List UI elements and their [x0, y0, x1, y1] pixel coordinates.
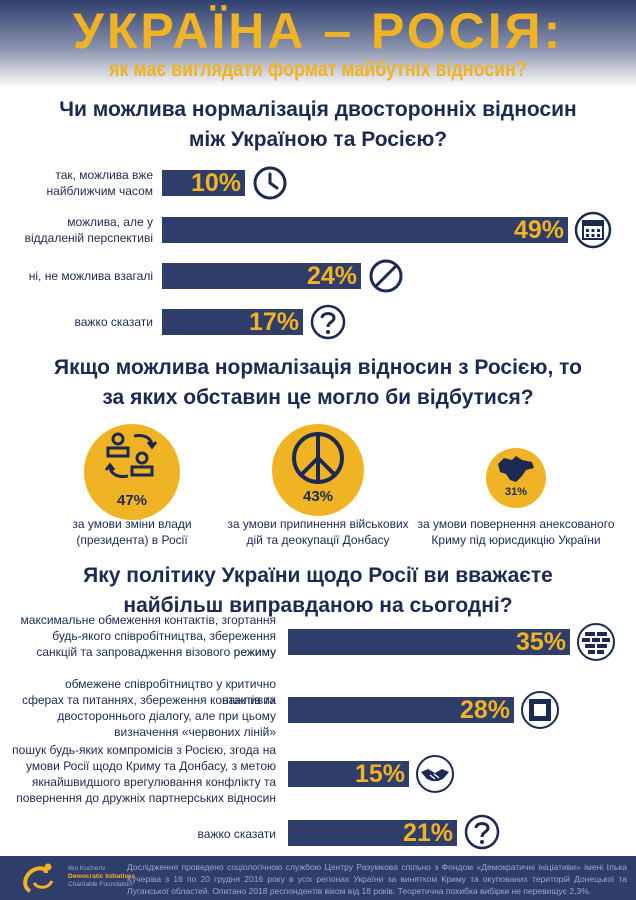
bar-q3-value: 15%: [354, 760, 405, 788]
q2-title-line2: за яких обставин це могло би відбутися?: [102, 386, 534, 409]
bar-q3-label: умови Росії щодо Криму та Донбасу, з мет…: [26, 759, 276, 773]
bar-q3-label: будь-якого співробітництва, збереження р…: [52, 629, 276, 659]
bar-q1: [162, 217, 568, 243]
bubble-q2-caption: за умови припинення військових: [227, 517, 409, 531]
footer-methodology-text: Дослідження проведено соціологічною служ…: [127, 862, 627, 896]
bubble-q2-caption: за умови зміни влади: [72, 517, 192, 531]
page-title: УКРАЇНА – РОСІЯ:: [72, 3, 564, 59]
q2-title-line1: Якщо можлива нормалізація відносин з Рос…: [54, 356, 582, 379]
header-band: [0, 0, 636, 88]
bar-q3-label: якнайшвидшого врегулювання конфлікту та: [31, 775, 276, 789]
bar-q3-label: максимальне обмеження контактів, згортан…: [20, 613, 276, 627]
bar-q1-label: найближчим часом: [46, 184, 153, 198]
bar-q1: [162, 170, 245, 196]
bubble-q2-caption: за умови повернення анексованого: [417, 517, 615, 531]
bubble-q2-caption: Криму під юрисдикцію України: [431, 533, 601, 547]
bar-q1-label: важко сказати: [74, 315, 154, 329]
wall-gap-icon: [520, 690, 560, 730]
q3-title-line1: Яку політику України щодо Росії ви вважа…: [83, 564, 553, 587]
bar-q3-label: визначення «червоних ліній»: [114, 725, 276, 739]
bar-q3: [288, 629, 570, 655]
logo-line3: Charitable Foundation: [68, 881, 132, 888]
bubble-q2-value: 31%: [504, 486, 528, 498]
bubble-q2-caption: дій та деокупації Донбасу: [246, 533, 390, 547]
bar-q3: [288, 697, 514, 723]
bubble-q2-caption: (президента) в Росії: [76, 533, 188, 547]
crimea-map-icon: [496, 454, 536, 486]
bar-q1: [162, 263, 361, 289]
bar-q1-label: так, можлива вже: [55, 168, 153, 182]
peace-icon: [290, 430, 346, 486]
brick-wall-icon: [576, 622, 616, 662]
bar-q1-value: 10%: [190, 169, 241, 197]
q3-title-line2: найбільш виправданою на сьогодні?: [123, 594, 513, 617]
logo-line2: Democratic Initiatives: [68, 873, 136, 880]
bar-q3-value: 21%: [402, 819, 453, 847]
question-icon: [309, 303, 347, 341]
footer-band: [0, 856, 636, 900]
bar-q3-label: сферах та питаннях, збереження контактів…: [21, 693, 276, 707]
page-subtitle: як має виглядати формат майбутніх віднос…: [109, 58, 527, 81]
bar-q3-value: 35%: [515, 628, 566, 656]
bar-q1-value: 17%: [248, 308, 299, 336]
question-icon: [463, 813, 503, 853]
foundation-logo: Ilko Kucheriv Democratic Initiatives Cha…: [20, 861, 135, 895]
bubble-q2-value: 43%: [302, 488, 334, 505]
prohibited-icon: [367, 257, 405, 295]
bar-q1-label: можлива, але у: [67, 215, 153, 229]
handshake-icon: [415, 754, 455, 794]
people-exchange-icon: [102, 430, 162, 480]
bar-q1-value: 49%: [513, 216, 564, 244]
bar-q3-label: пошук будь-яких компромісів з Росією, зг…: [12, 743, 276, 757]
bar-q3-value: 28%: [459, 696, 510, 724]
bar-q1-value: 24%: [306, 262, 357, 290]
q1-title-line2: між Україною та Росією?: [188, 128, 448, 151]
logo-icon: [23, 863, 54, 893]
bar-q1-label: ні, не можлива взагалі: [28, 269, 153, 283]
bar-q3-label: санкцій та запровадження візового режиму: [36, 645, 276, 659]
bar-q3-label: обмежене співробітництво у критично важл…: [65, 677, 276, 707]
bar-q3-label: важко сказати: [197, 827, 277, 841]
q1-title-line1: Чи можлива нормалізація двосторонніх від…: [59, 98, 577, 121]
bar-q3-label: двостороннього діалогу, але при цьому: [57, 709, 276, 723]
clock-icon: [251, 164, 289, 202]
bar-q3-label: повернення до дружніх партнерських відно…: [16, 791, 276, 805]
bar-q1: [162, 309, 303, 335]
bubble-q2-value: 47%: [116, 492, 148, 509]
bar-q1-label: віддаленій перспективі: [24, 231, 153, 245]
calendar-icon: [574, 211, 612, 249]
bar-q3: [288, 761, 409, 787]
logo-line1: Ilko Kucheriv: [68, 865, 106, 872]
bar-q3: [288, 820, 457, 846]
